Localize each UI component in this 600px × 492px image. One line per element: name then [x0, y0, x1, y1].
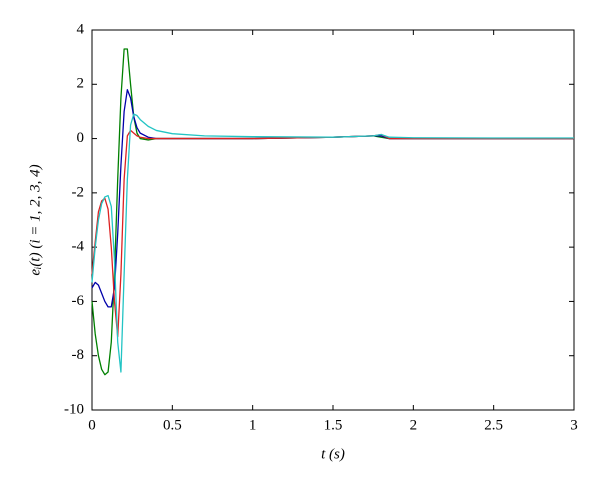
- y-tick-label: -8: [72, 347, 85, 363]
- x-tick-label: 2.5: [484, 417, 503, 433]
- y-tick-label: 2: [77, 76, 85, 92]
- x-axis-label: t (s): [321, 446, 345, 462]
- x-tick-label: 0.5: [163, 417, 182, 433]
- y-tick-label: 4: [77, 21, 85, 37]
- y-tick-label: -10: [64, 401, 84, 417]
- y-axis-label: eᵢ(t) (i = 1, 2, 3, 4): [27, 164, 43, 275]
- plot-frame: [91, 29, 575, 411]
- series-line: [91, 48, 574, 376]
- series-line: [91, 113, 574, 373]
- series-line: [91, 129, 574, 338]
- y-tick-label: 0: [77, 130, 85, 146]
- y-tick-label: -2: [72, 184, 85, 200]
- y-tick-label: -4: [72, 239, 85, 255]
- y-tick-label: -6: [72, 293, 85, 309]
- series-line: [91, 89, 574, 308]
- x-tick-label: 2: [410, 417, 418, 433]
- x-tick-label: 0: [88, 417, 96, 433]
- x-tick-label: 1: [249, 417, 257, 433]
- x-tick-label: 3: [570, 417, 578, 433]
- x-tick-label: 1.5: [324, 417, 343, 433]
